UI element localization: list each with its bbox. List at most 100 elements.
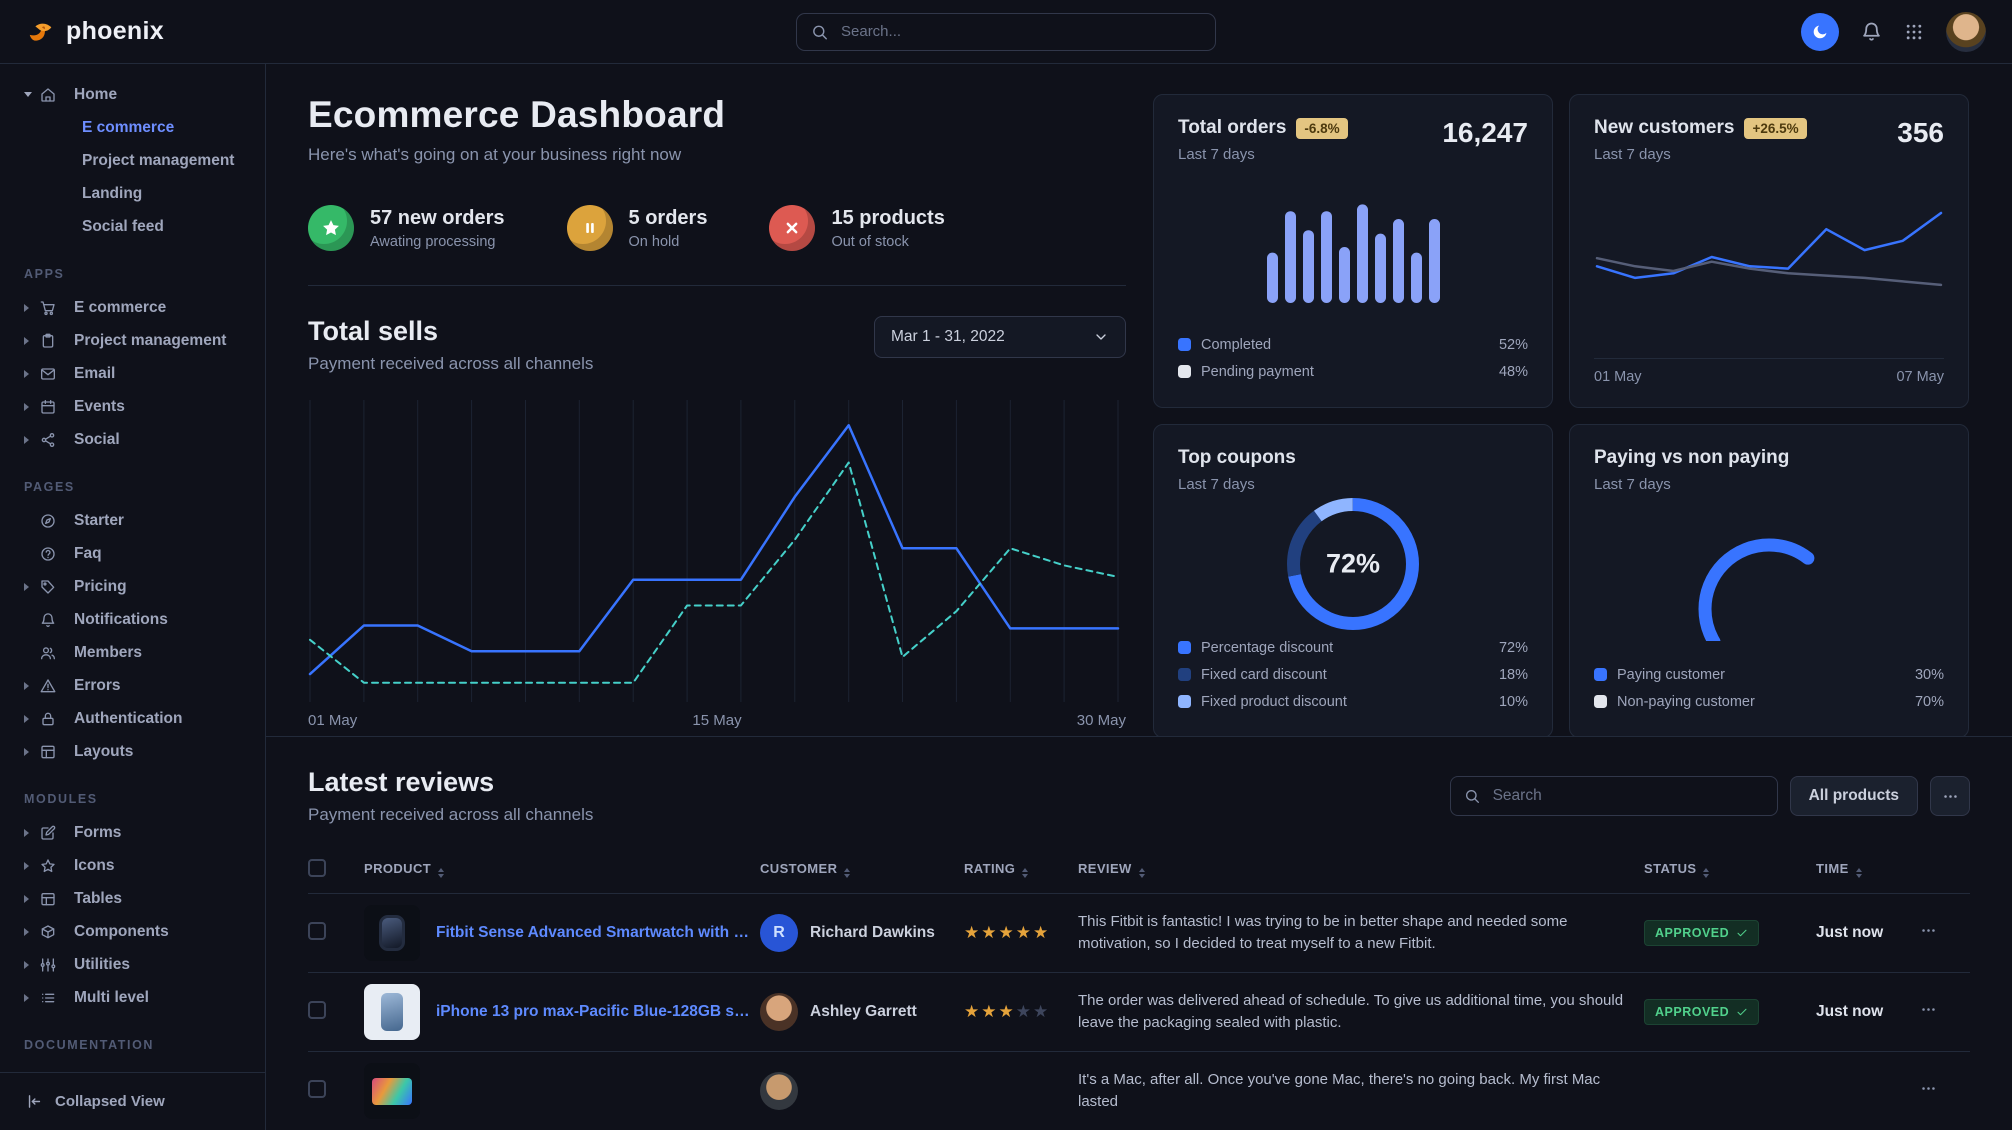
reviews-subtitle: Payment received across all channels	[308, 805, 594, 824]
sidebar-item-starter[interactable]: Starter	[0, 504, 265, 537]
puzzle-icon	[40, 924, 64, 940]
sidebar-item-label: Pricing	[74, 577, 127, 595]
caret-icon	[24, 304, 40, 312]
cart-icon	[40, 300, 64, 316]
column-header-customer[interactable]: CUSTOMER	[760, 849, 964, 894]
sidebar-item-events[interactable]: Events	[0, 390, 265, 423]
avatar	[760, 1072, 798, 1110]
trend-badge: +26.5%	[1744, 117, 1807, 139]
x-label: 07 May	[1896, 369, 1944, 385]
sidebar-item-project-management[interactable]: Project management	[82, 151, 235, 169]
caret-icon	[24, 337, 40, 345]
row-actions-button[interactable]	[1920, 922, 1937, 939]
theme-toggle-button[interactable]	[1801, 12, 1839, 51]
sidebar-item-landing[interactable]: Landing	[82, 184, 143, 202]
row-checkbox[interactable]	[308, 1079, 326, 1098]
legend-swatch	[1594, 668, 1607, 681]
caret-icon	[24, 370, 40, 378]
sidebar-item-pricing[interactable]: Pricing	[0, 570, 265, 603]
row-checkbox[interactable]	[308, 921, 326, 940]
sidebar-item-icons[interactable]: Icons	[0, 849, 265, 882]
sidebar-item-social-feed[interactable]: Social feed	[82, 217, 164, 235]
column-header-review[interactable]: REVIEW	[1078, 849, 1644, 894]
sidebar-item-social[interactable]: Social	[0, 423, 265, 456]
legend-swatch	[1178, 641, 1191, 654]
sidebar-item-notifications[interactable]: Notifications	[0, 603, 265, 636]
status-badge: APPROVED	[1644, 920, 1760, 946]
phoenix-logo-icon	[26, 17, 56, 47]
select-all-checkbox[interactable]	[308, 859, 326, 877]
sidebar-item-e-commerce[interactable]: E commerce	[82, 118, 175, 136]
legend-value: 52%	[1498, 336, 1528, 353]
sidebar-item-email[interactable]: Email	[0, 357, 265, 390]
orders-legend-item: Completed 52%	[1178, 331, 1528, 358]
apps-grid-button[interactable]	[1904, 22, 1924, 42]
total-orders-value: 16,247	[1442, 117, 1528, 148]
navbar-search	[796, 12, 1216, 51]
sidebar-item-authentication[interactable]: Authentication	[0, 702, 265, 735]
more-options-button[interactable]	[1930, 776, 1970, 816]
sidebar-item-forms[interactable]: Forms	[0, 816, 265, 849]
sort-icon	[1138, 867, 1145, 879]
caret-icon	[24, 436, 40, 444]
legend-value: 72%	[1498, 639, 1528, 656]
users-icon	[40, 645, 64, 661]
notifications-button[interactable]	[1861, 21, 1882, 42]
review-text: This Fitbit is fantastic! I was trying t…	[1078, 912, 1568, 953]
user-avatar[interactable]	[1946, 11, 1986, 52]
sidebar-item-components[interactable]: Components	[0, 915, 265, 948]
column-header-time[interactable]: TIME	[1816, 849, 1920, 894]
stat-label: Awating processing	[370, 233, 496, 250]
card-title: New customers	[1594, 117, 1735, 138]
sidebar-item-errors[interactable]: Errors	[0, 669, 265, 702]
caret-icon	[24, 748, 40, 756]
reviews-title: Latest reviews	[308, 767, 495, 797]
column-header-product[interactable]: PRODUCT	[364, 849, 760, 894]
row-actions-button[interactable]	[1920, 1080, 1937, 1097]
row-checkbox[interactable]	[308, 1000, 326, 1019]
card-period: Last 7 days	[1594, 476, 1671, 493]
product-link[interactable]: iPhone 13 pro max-Pacific Blue-128GB sto…	[436, 1003, 752, 1020]
total-sells-x-labels: 01 May 15 May 30 May	[308, 712, 1126, 729]
stat-value: 57 new orders	[370, 206, 505, 229]
column-header-status[interactable]: STATUS	[1644, 849, 1816, 894]
share-icon	[40, 432, 64, 448]
new-customers-x-labels: 01 May 07 May	[1594, 358, 1944, 385]
sidebar-item-home[interactable]: Home	[0, 78, 265, 111]
collapse-icon	[26, 1093, 43, 1110]
collapse-sidebar-button[interactable]: Collapsed View	[0, 1072, 265, 1130]
bell-icon	[1861, 21, 1882, 42]
sidebar-item-members[interactable]: Members	[0, 636, 265, 669]
brand[interactable]: phoenix	[26, 17, 266, 47]
caret-icon	[24, 961, 40, 969]
all-products-filter-button[interactable]: All products	[1789, 776, 1918, 816]
mail-icon	[40, 366, 64, 382]
reviews-table: PRODUCT CUSTOMER RATING REVIEW STATUS TIME Fi…	[308, 849, 1970, 1130]
sidebar-item-label: Utilities	[74, 955, 130, 973]
sidebar-item-label: E commerce	[74, 298, 167, 316]
brand-name: phoenix	[66, 17, 164, 45]
reviews-search-input[interactable]	[1449, 776, 1778, 816]
sidebar-item-tables[interactable]: Tables	[0, 882, 265, 915]
column-header-actions	[1920, 849, 1970, 894]
caret-icon	[24, 403, 40, 411]
date-range-select[interactable]: Mar 1 - 31, 2022	[874, 316, 1126, 358]
column-header-rating[interactable]: RATING	[964, 849, 1078, 894]
sidebar-item-layouts[interactable]: Layouts	[0, 735, 265, 768]
caret-icon	[24, 829, 40, 837]
sidebar-item-project-management[interactable]: Project management	[0, 324, 265, 357]
sidebar-item-multi-level[interactable]: Multi level	[0, 981, 265, 1014]
x-mark-icon	[769, 205, 816, 251]
help-icon	[40, 546, 64, 562]
sidebar-item-label: Multi level	[74, 988, 149, 1006]
row-actions-button[interactable]	[1920, 1001, 1937, 1018]
caret-icon	[24, 92, 40, 97]
sidebar-item-label: Errors	[74, 676, 121, 694]
sidebar-item-faq[interactable]: Faq	[0, 537, 265, 570]
sidebar-item-utilities[interactable]: Utilities	[0, 948, 265, 981]
caret-icon	[24, 715, 40, 723]
review-text: The order was delivered ahead of schedul…	[1078, 991, 1624, 1032]
sidebar-item-e-commerce[interactable]: E commerce	[0, 291, 265, 324]
product-link[interactable]: Fitbit Sense Advanced Smartwatch with To…	[436, 924, 752, 941]
search-input[interactable]	[796, 12, 1216, 51]
